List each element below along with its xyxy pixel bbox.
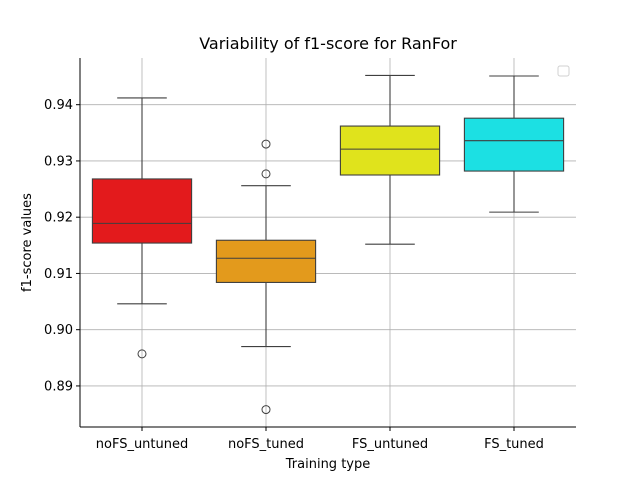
iqr-box <box>215 239 317 283</box>
x-tick-label: FS_untuned <box>352 437 428 452</box>
tick-layer: 0.89 0.90 0.91 0.92 0.93 0.94 noFS_untuned noFS… <box>44 98 544 452</box>
y-tick-label: 0.93 <box>44 154 73 169</box>
iqr-box <box>91 178 193 244</box>
iqr-box <box>339 125 441 176</box>
iqr-box <box>463 117 565 172</box>
box-group-noFS_untuned <box>91 97 193 359</box>
box-layer <box>91 74 565 415</box>
legend-box <box>557 65 570 77</box>
outlier-point <box>261 139 271 149</box>
x-tick-label: noFS_tuned <box>228 437 304 452</box>
chart-title: Variability of f1-score for RanFor <box>199 34 457 53</box>
y-tick-label: 0.90 <box>44 323 73 338</box>
box-group-FS_untuned <box>339 74 441 245</box>
axes-layer <box>79 58 576 428</box>
y-axis-label: f1-score values <box>20 193 35 292</box>
y-tick-label: 0.94 <box>44 98 73 113</box>
outlier-point <box>261 405 271 415</box>
y-tick-label: 0.89 <box>44 379 73 394</box>
x-tick-label: FS_tuned <box>484 437 544 452</box>
outlier-point <box>261 169 271 179</box>
outlier-point <box>137 349 147 359</box>
y-tick-label: 0.91 <box>44 267 73 282</box>
x-tick-label: noFS_untuned <box>96 437 189 452</box>
x-axis-label: Training type <box>285 457 370 472</box>
y-tick-label: 0.92 <box>44 211 73 226</box>
box-group-noFS_tuned <box>215 139 317 415</box>
box-group-FS_tuned <box>463 75 565 213</box>
